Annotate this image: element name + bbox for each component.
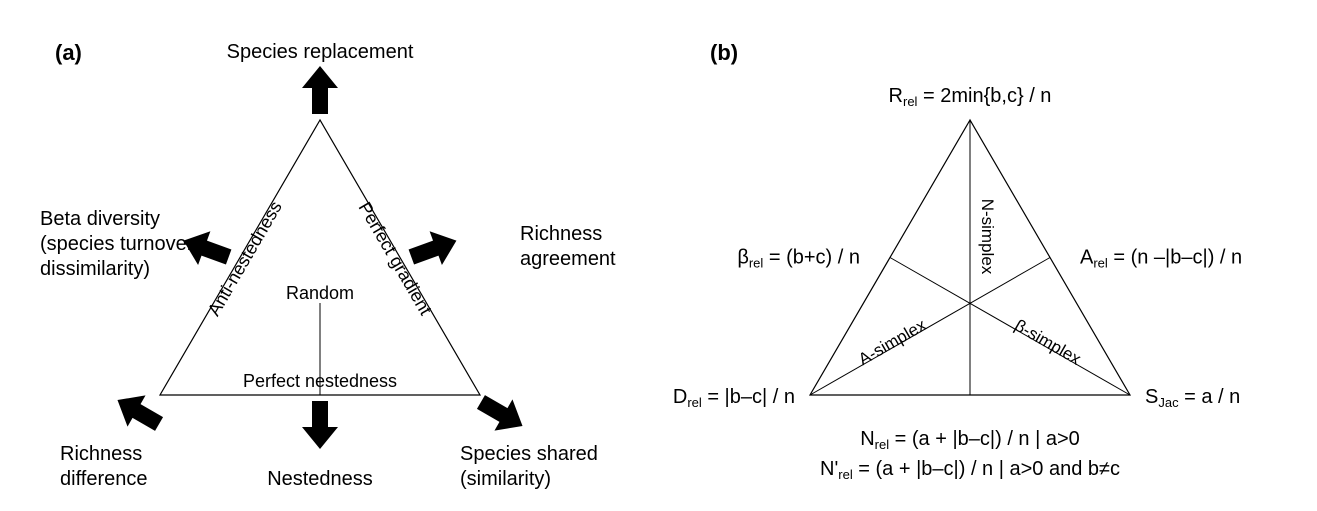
label-shared2: (similarity) [460, 468, 551, 490]
panel-a-tag: (a) [55, 40, 82, 65]
label-random: Random [286, 283, 354, 303]
formula-N: Nrel = (a + |b–c|) / n | a>0 [860, 428, 1080, 452]
label-beta-simplex: β-simplex [1011, 316, 1084, 369]
panel-b-tag: (b) [710, 40, 738, 65]
arrow-bottom-right [472, 386, 532, 441]
formula-D: Drel = |b–c| / n [673, 386, 795, 410]
formula-S: SJac = a / n [1145, 386, 1240, 410]
panel-b: (b) Rrel = 2min{b,c} / n βrel = (b+c) / n A… [673, 40, 1242, 482]
arrow-right-upper [405, 224, 462, 274]
formula-Nprime: N'rel = (a + |b–c|) / n | a>0 and b≠c [820, 458, 1120, 482]
label-beta2: (species turnover, [40, 233, 198, 255]
label-rich-agree2: agreement [520, 248, 616, 270]
label-rich-diff1: Richness [60, 443, 142, 465]
label-nestedness: Nestedness [267, 468, 373, 490]
label-beta1: Beta diversity [40, 208, 160, 230]
formula-beta: βrel = (b+c) / n [737, 247, 860, 271]
label-n-simplex: N-simplex [978, 199, 997, 275]
arrow-bottom-mid [302, 401, 338, 449]
label-perfect-nestedness: Perfect nestedness [243, 371, 397, 391]
arrow-top [302, 66, 338, 114]
arrow-bottom-left [108, 384, 168, 439]
label-rich-agree1: Richness [520, 223, 602, 245]
label-shared1: Species shared [460, 443, 598, 465]
label-beta3: dissimilarity) [40, 258, 150, 280]
label-rich-diff2: difference [60, 468, 147, 490]
panel-a: (a) Species replacement Beta diversity (spe… [40, 40, 616, 490]
label-top: Species replacement [227, 41, 414, 63]
formula-A: Arel = (n –|b–c|) / n [1080, 247, 1242, 271]
label-a-simplex: A-simplex [855, 315, 930, 369]
formula-R: Rrel = 2min{b,c} / n [889, 85, 1052, 109]
